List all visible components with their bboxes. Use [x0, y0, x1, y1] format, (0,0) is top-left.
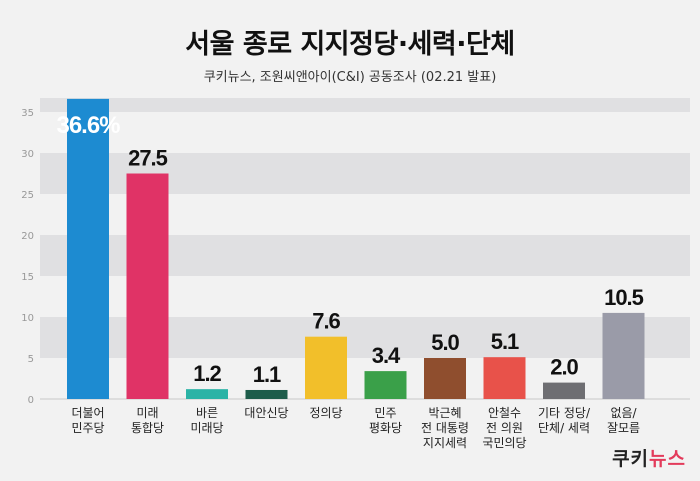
bar-value-label: 5.0	[431, 330, 459, 355]
brand-logo: 쿠키뉴스	[612, 444, 686, 471]
category-label: 박근혜 전 대통령 지지세력	[421, 406, 469, 450]
y-tick-label: 10	[21, 313, 34, 324]
bar	[602, 312, 645, 399]
bar-value-label: 1.2	[193, 361, 221, 386]
bar	[245, 389, 288, 399]
bar	[305, 336, 347, 399]
y-tick-label: 25	[21, 190, 34, 201]
y-tick-label: 20	[21, 231, 34, 242]
bar	[424, 358, 466, 399]
bar-value-label: 7.6	[312, 309, 340, 334]
category-label: 없음/잘모름	[607, 406, 640, 435]
category-label: 미래 통합당	[131, 406, 164, 435]
bar	[67, 98, 109, 399]
bar	[186, 389, 228, 399]
bar-value-label: 3.4	[372, 343, 401, 368]
bar-value-label: 36.6%	[56, 112, 120, 139]
y-tick-label: 0	[28, 395, 34, 406]
category-label: 대안신당	[244, 406, 288, 420]
chart-subtitle: 쿠키뉴스, 조원씨앤아이(C&I) 공동조사 (02.21 발표)	[203, 70, 497, 85]
bar-value-label: 10.5	[604, 285, 644, 310]
chart-title: 서울 종로 지지정당·세력·단체	[185, 29, 515, 60]
y-tick-label: 35	[21, 108, 34, 119]
category-label: 바른 미래당	[190, 406, 223, 435]
bar	[126, 173, 169, 399]
bar-value-label: 2.0	[550, 355, 578, 380]
bar-value-label: 27.5	[128, 146, 168, 171]
bar	[364, 371, 407, 399]
bar	[543, 382, 585, 399]
y-tick-label: 5	[28, 354, 34, 365]
bar-value-label: 1.1	[253, 362, 281, 387]
grid-band	[40, 98, 690, 112]
category-label: 민주 평화당	[369, 406, 402, 435]
brand-part2: 뉴스	[649, 448, 686, 470]
bar-value-label: 5.1	[491, 329, 519, 354]
category-label: 정의당	[309, 406, 342, 420]
y-tick-label: 15	[21, 272, 34, 283]
category-label: 더불어 민주당	[71, 406, 104, 435]
category-label: 기타 정당/단체/ 세력	[538, 406, 591, 435]
brand-part1: 쿠키	[612, 448, 650, 470]
bar	[483, 357, 526, 399]
y-tick-label: 30	[21, 149, 34, 160]
category-label: 안철수 전 의원 국민의당	[482, 406, 526, 450]
